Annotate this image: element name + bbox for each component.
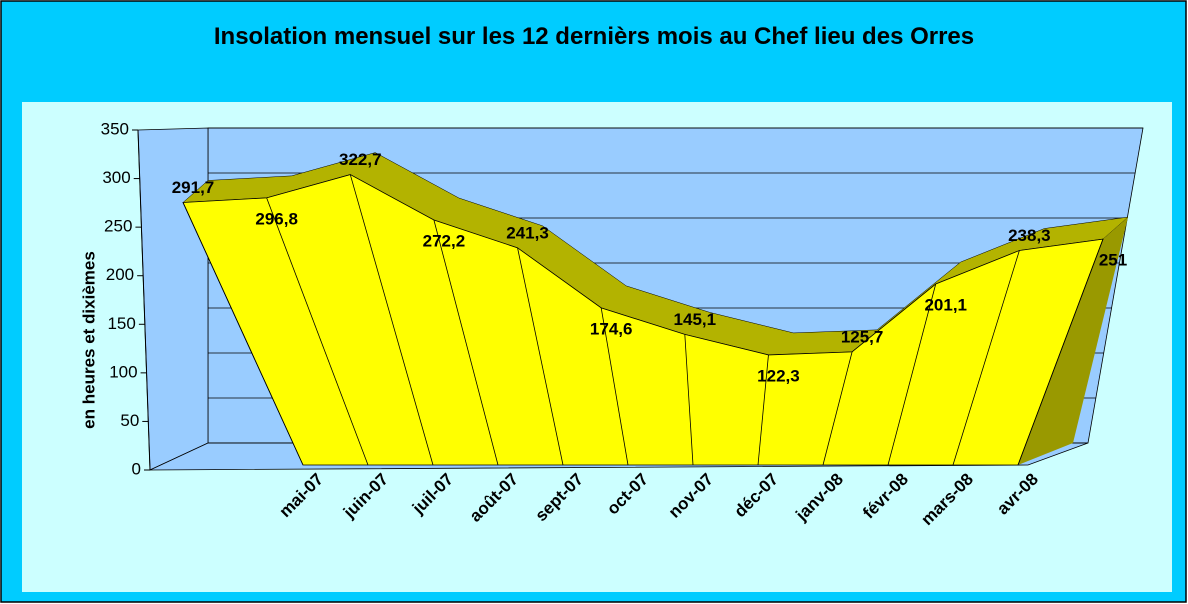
drop-line — [887, 283, 937, 466]
y-axis-label: en heures et dixièmes — [79, 251, 98, 429]
drop-line — [182, 202, 304, 466]
y-tick-label: 100 — [109, 362, 137, 381]
data-label: 291,7 — [172, 178, 215, 197]
data-label: 251 — [1099, 251, 1127, 270]
data-label: 174,6 — [590, 319, 633, 338]
data-label: 238,3 — [1008, 226, 1051, 245]
drop-line — [266, 197, 369, 466]
y-axis — [137, 129, 151, 471]
data-label: 272,2 — [423, 232, 466, 251]
y-tick-label: 200 — [106, 265, 134, 284]
drop-line — [757, 354, 769, 466]
y-tick-label: 300 — [102, 168, 130, 187]
drop-line — [517, 247, 564, 466]
drop-line — [1017, 238, 1104, 466]
chart-title: Insolation mensuel sur les 12 dernièrs m… — [213, 23, 975, 50]
drop-line — [600, 307, 629, 466]
drop-line — [822, 351, 853, 466]
drop-line — [952, 250, 1020, 466]
y-tick-label: 150 — [107, 314, 135, 333]
y-tick-label: 250 — [104, 217, 132, 236]
drop-line — [433, 219, 499, 466]
y-tick-label: 50 — [120, 411, 139, 430]
data-label: 201,1 — [924, 295, 967, 314]
y-tick-label: 350 — [101, 119, 129, 138]
data-label: 122,3 — [757, 366, 800, 385]
data-label: 241,3 — [506, 223, 549, 242]
area-side — [1018, 217, 1128, 465]
y-tick-label: 0 — [132, 459, 141, 478]
drop-line — [349, 174, 434, 466]
data-label: 296,8 — [255, 209, 298, 228]
data-label: 145,1 — [674, 310, 717, 329]
data-label: 125,7 — [841, 327, 884, 346]
drop-line — [684, 334, 694, 466]
data-label: 322,7 — [339, 150, 382, 169]
